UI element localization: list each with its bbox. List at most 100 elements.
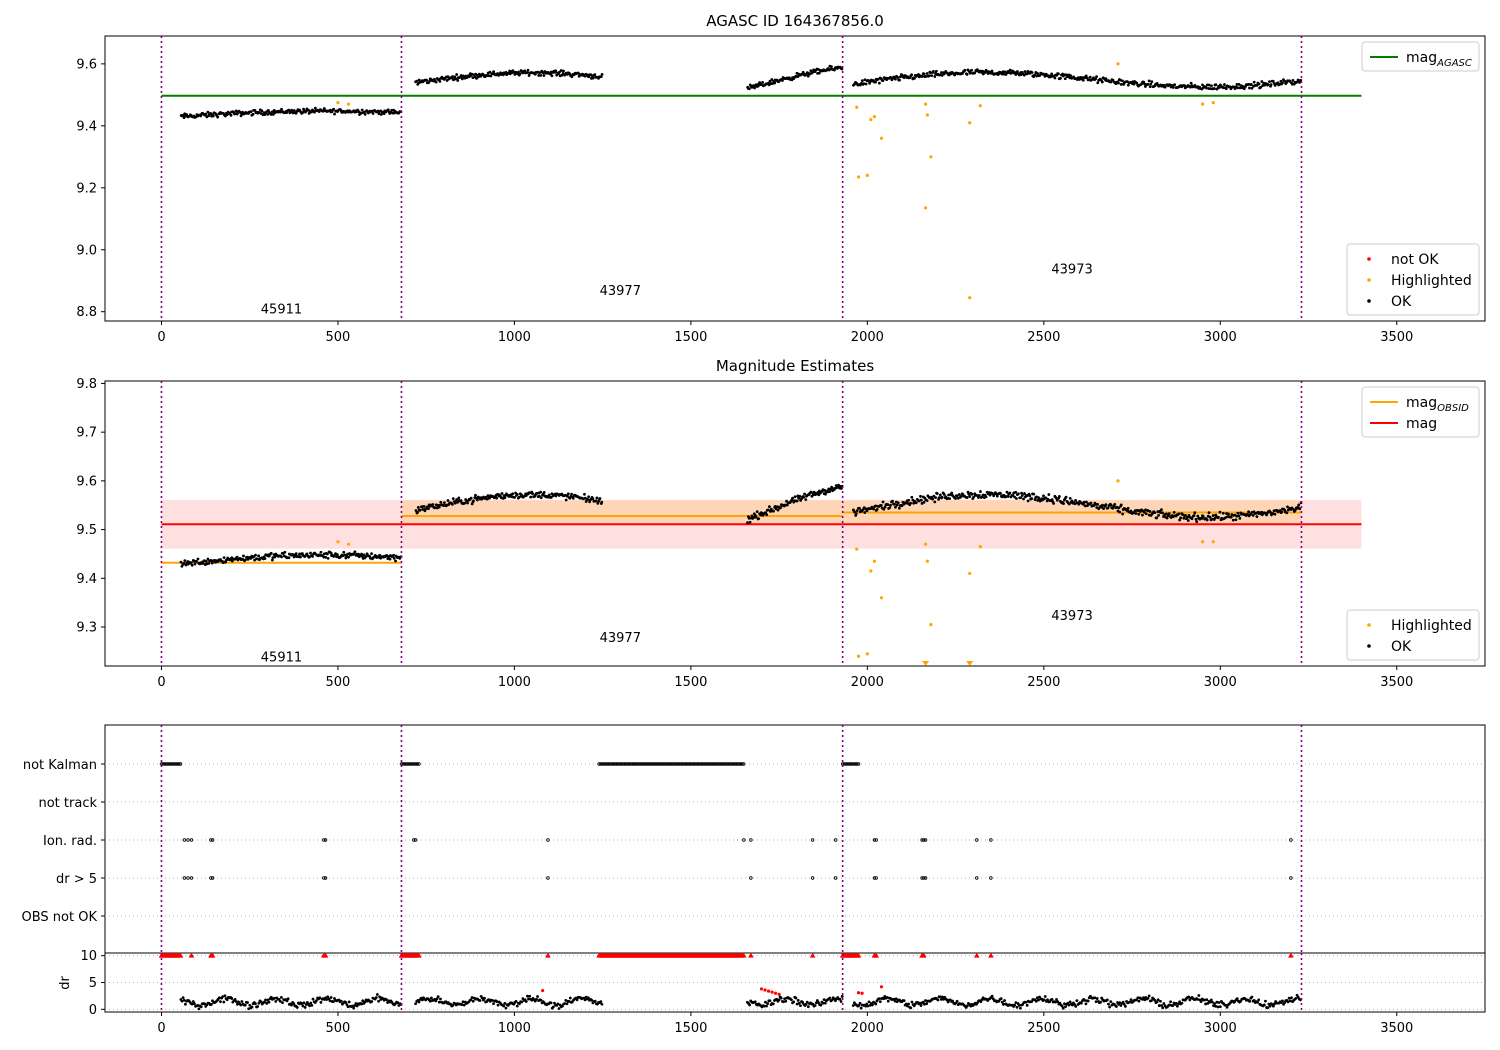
- dr-point: [286, 997, 290, 1001]
- dr-point: [264, 998, 267, 1002]
- dr-point: [766, 1002, 770, 1005]
- data-point-ok: [970, 492, 974, 496]
- dr-point: [1150, 999, 1153, 1003]
- flag-marker: [637, 762, 641, 766]
- data-point-ok: [1247, 510, 1250, 514]
- data-point-ok: [862, 82, 866, 86]
- flag-marker: [412, 838, 416, 842]
- dr-point: [1014, 1001, 1018, 1005]
- data-point-ok: [1269, 510, 1272, 514]
- plot-area: [160, 36, 1362, 321]
- data-point-ok: [456, 79, 460, 82]
- data-point-ok: [937, 496, 941, 500]
- dr-point: [777, 998, 781, 1002]
- dr-point: [795, 1002, 799, 1006]
- data-point-ok: [489, 74, 493, 78]
- data-point-ok: [959, 494, 963, 498]
- data-point-ok: [893, 77, 897, 81]
- dr-point: [1252, 998, 1256, 1002]
- flag-marker: [166, 762, 170, 766]
- data-point-ok: [386, 108, 390, 112]
- dr-point: [180, 999, 184, 1003]
- data-point-ok: [594, 499, 598, 503]
- dr-point: [1174, 1001, 1178, 1005]
- data-point-ok: [753, 86, 756, 90]
- data-point-ok: [1100, 80, 1104, 84]
- dr-point: [451, 1003, 455, 1007]
- flag-marker: [161, 762, 165, 766]
- dr-point: [782, 1000, 785, 1004]
- data-point-ok: [1251, 514, 1255, 517]
- dr-point: [504, 1006, 508, 1010]
- dr-point: [804, 1002, 808, 1006]
- dr-point: [1288, 999, 1292, 1003]
- data-point-ok: [518, 72, 522, 76]
- legend-box: [1346, 609, 1480, 661]
- flag-marker: [611, 762, 616, 766]
- data-point-ok: [895, 503, 899, 507]
- data-point-ok: [767, 83, 771, 87]
- data-point-ok: [600, 500, 604, 504]
- data-point-ok: [1192, 514, 1196, 517]
- data-point-ok: [968, 495, 972, 498]
- dr-point: [822, 998, 826, 1002]
- data-point-ok: [798, 494, 802, 498]
- dr-point: [1137, 999, 1141, 1003]
- dr-point: [235, 1002, 239, 1006]
- data-point-ok: [979, 490, 982, 493]
- data-point-ok: [280, 107, 283, 111]
- data-point-ok: [254, 553, 257, 557]
- data-point-ok: [251, 112, 255, 116]
- x-tick-label: 1000: [498, 330, 531, 345]
- dr-point: [796, 998, 800, 1002]
- dr-point: [1114, 1005, 1118, 1008]
- data-point-ok: [593, 73, 597, 77]
- data-point-ok: [591, 76, 595, 80]
- data-point-ok: [855, 509, 859, 513]
- data-point-ok: [785, 503, 789, 507]
- data-point-ok: [1036, 72, 1040, 75]
- data-point-ok: [190, 563, 194, 567]
- x-tick-label: 3000: [1204, 675, 1237, 690]
- dr-point: [246, 1001, 249, 1004]
- data-point-ok: [299, 555, 302, 559]
- flag-marker: [668, 762, 673, 766]
- data-point-ok: [1190, 517, 1194, 521]
- data-point-ok: [1273, 512, 1277, 516]
- data-point-ok: [1017, 492, 1020, 496]
- data-point-ok: [269, 551, 273, 555]
- dr-point: [1068, 1000, 1072, 1004]
- flag-marker: [975, 838, 979, 842]
- dr-point: [1286, 1000, 1290, 1004]
- data-point-ok: [1134, 512, 1138, 515]
- dr-point: [460, 1003, 464, 1007]
- data-point-ok: [1102, 507, 1105, 510]
- dr-point: [586, 996, 590, 1000]
- x-tick-label: 500: [326, 1021, 351, 1036]
- dr-point: [762, 1004, 766, 1008]
- data-point-ok: [1182, 516, 1186, 520]
- data-point-ok: [183, 559, 187, 563]
- dr-point: [1099, 1000, 1102, 1004]
- data-point-ok: [313, 106, 317, 110]
- dr-point: [1175, 1004, 1179, 1008]
- data-point-highlighted: [872, 559, 877, 563]
- data-point-highlighted: [923, 102, 928, 106]
- data-point-ok: [776, 508, 780, 512]
- dr-point: [918, 1001, 922, 1005]
- data-point-ok: [1178, 518, 1182, 522]
- flag-marker: [687, 762, 692, 766]
- data-point-ok: [324, 555, 328, 559]
- dr-point: [806, 1005, 810, 1009]
- dr-point: [1262, 1003, 1266, 1007]
- data-point-ok: [488, 70, 492, 74]
- data-point-ok: [472, 499, 475, 503]
- data-point-ok: [352, 552, 356, 556]
- data-point-ok: [1015, 497, 1018, 500]
- flag-marker: [678, 762, 682, 766]
- dr-clipped-marker: [973, 952, 980, 958]
- dr-point: [1146, 996, 1150, 1000]
- y-tick-label: 9.2: [76, 181, 97, 196]
- flag-marker: [648, 762, 652, 766]
- dr-clipped-marker: [855, 952, 862, 958]
